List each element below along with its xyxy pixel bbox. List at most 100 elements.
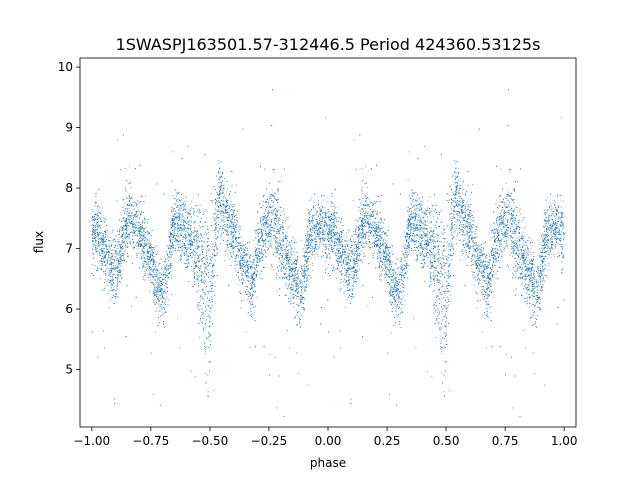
data-point: [347, 258, 349, 260]
data-point: [382, 252, 384, 254]
data-point: [129, 221, 130, 223]
data-point: [218, 221, 220, 223]
data-point: [305, 259, 307, 261]
data-point: [244, 265, 246, 267]
data-point: [162, 291, 164, 292]
data-point: [278, 249, 280, 251]
data-point: [424, 208, 426, 210]
data-point: [546, 257, 548, 259]
data-point: [426, 234, 428, 235]
data-point: [548, 235, 549, 237]
data-point: [545, 234, 547, 235]
data-point: [234, 234, 236, 236]
data-point: [417, 254, 418, 256]
data-point: [527, 247, 528, 249]
data-point: [282, 236, 284, 238]
data-point: [453, 231, 455, 233]
data-point: [116, 265, 118, 267]
data-point: [278, 206, 280, 208]
data-point: [312, 263, 314, 264]
data-point: [143, 241, 145, 243]
data-point: [537, 301, 539, 303]
data-point: [424, 221, 426, 223]
data-point: [455, 201, 457, 203]
data-point: [435, 336, 437, 338]
data-point: [161, 303, 162, 305]
data-point: [286, 282, 288, 284]
data-point: [125, 207, 126, 209]
data-point: [207, 391, 209, 393]
data-point: [208, 290, 210, 292]
data-point: [128, 165, 130, 167]
data-point: [206, 245, 208, 246]
data-point: [414, 224, 416, 226]
data-point: [218, 162, 220, 164]
data-point: [247, 261, 248, 263]
data-point: [254, 268, 256, 270]
data-point: [180, 210, 181, 211]
data-point: [251, 264, 253, 266]
data-point: [293, 267, 295, 269]
data-point: [224, 205, 226, 207]
data-point: [429, 196, 431, 198]
data-point: [495, 277, 497, 279]
data-point: [451, 213, 453, 215]
data-point: [159, 295, 161, 297]
data-point: [194, 255, 196, 257]
data-point: [267, 237, 268, 238]
data-point: [152, 277, 154, 278]
data-point: [233, 235, 234, 237]
data-point: [466, 221, 467, 222]
data-point: [488, 317, 490, 319]
data-point: [276, 216, 277, 218]
data-point: [443, 395, 445, 397]
data-point: [537, 266, 539, 267]
data-point: [390, 290, 391, 292]
data-point: [123, 233, 125, 235]
data-point: [300, 267, 302, 269]
data-point: [312, 225, 314, 227]
data-point: [302, 273, 304, 274]
data-point: [225, 212, 227, 214]
data-point: [211, 260, 213, 261]
data-point: [231, 244, 232, 245]
data-point: [261, 235, 263, 237]
data-point: [176, 239, 177, 240]
data-point: [356, 253, 358, 255]
data-point: [364, 219, 366, 220]
data-point: [229, 221, 231, 222]
data-point: [525, 245, 527, 247]
data-point: [219, 203, 221, 205]
data-point: [211, 241, 212, 243]
data-point: [385, 239, 387, 241]
data-point: [481, 265, 482, 267]
data-point: [556, 213, 557, 214]
data-point: [282, 210, 284, 212]
data-point: [356, 251, 358, 253]
data-point: [486, 282, 488, 284]
data-point: [410, 218, 412, 220]
data-point: [555, 206, 557, 208]
data-point: [105, 261, 106, 263]
data-point: [535, 298, 536, 300]
data-point: [96, 216, 98, 218]
data-point: [285, 256, 287, 258]
data-point: [123, 228, 125, 230]
data-point: [340, 219, 342, 221]
data-point: [337, 238, 339, 239]
data-point: [155, 287, 157, 288]
data-point: [413, 317, 414, 319]
data-point: [552, 253, 554, 255]
data-point: [532, 280, 534, 282]
data-point: [163, 273, 165, 275]
data-point: [115, 278, 117, 279]
data-point: [439, 313, 441, 314]
data-point: [424, 146, 426, 147]
data-point: [311, 231, 313, 233]
data-point: [337, 259, 339, 261]
data-point: [308, 274, 309, 276]
data-point: [313, 237, 315, 239]
data-point: [471, 224, 472, 226]
data-point: [119, 248, 121, 250]
data-point: [486, 288, 488, 289]
